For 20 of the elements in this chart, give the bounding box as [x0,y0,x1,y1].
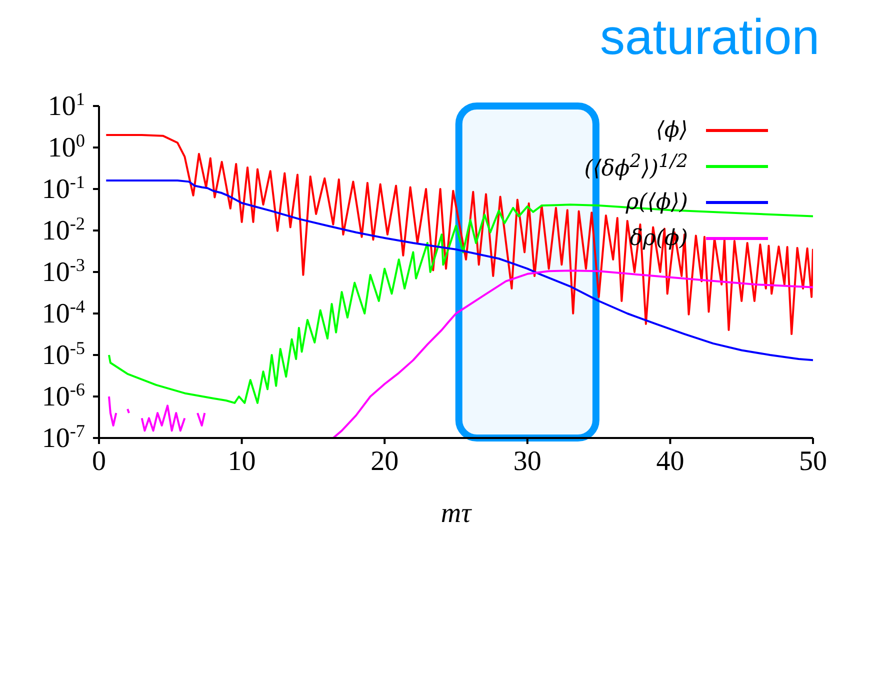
x-tick-label: 20 [370,446,399,477]
x-tick-label: 0 [92,446,106,477]
y-tick-label: 10$^{1}$ [48,89,85,122]
x-tick-label: 30 [513,446,542,477]
x-tick-label: 40 [656,446,684,477]
y-tick-label: 10$^{0}$ [48,130,85,164]
legend-label: ρ(⟨ϕ⟩) [626,190,688,214]
band-label: saturation [600,9,820,65]
y-tick-label: 10$^{-7}$ [42,421,85,454]
x-axis-title: mτ [440,498,472,529]
legend-label: ⟨ϕ⟩ [656,118,688,142]
line-series [105,180,813,362]
y-tick-label: 10$^{-6}$ [42,380,85,412]
y-tick-label: 10$^{-3}$ [42,255,85,288]
y-tick-label: 10$^{-1}$ [42,172,85,205]
x-tick-label: 10 [228,446,256,477]
y-tick-label: 10$^{-2}$ [42,214,85,246]
x-tick-label: 50 [799,446,827,477]
y-tick-label: 10$^{-5}$ [42,338,85,371]
y-tick-label: 10$^{-4}$ [42,296,85,330]
